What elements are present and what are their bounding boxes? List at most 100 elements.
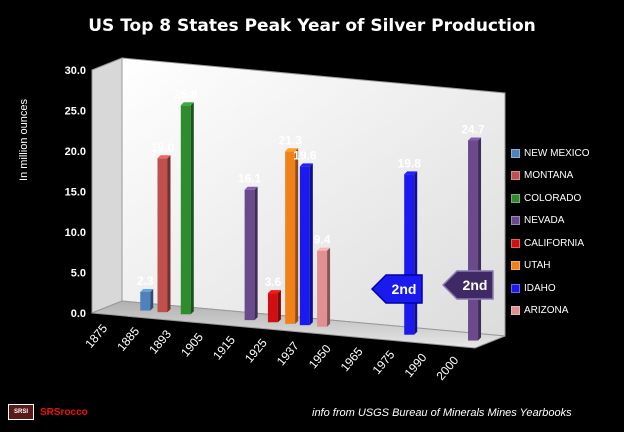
bar-face [244,189,255,321]
x-tick-label: 2000 [433,353,461,383]
bar-face [404,174,415,335]
x-tick-label: 1875 [82,321,110,351]
legend-swatch [511,283,520,293]
logo-text: SRSrocco [40,406,88,418]
y-tick-label: 25.0 [65,106,86,118]
legend-item-colorado: COLORADO [511,187,590,210]
bar-side [327,247,331,327]
x-tick-label: 1925 [242,336,270,366]
bar-side [190,102,194,315]
bar-nevada-2000 [468,137,482,341]
bar-face [285,151,296,324]
x-tick-label: 1975 [370,347,398,377]
annotation-2nd-arrow: 2nd [370,274,423,304]
bar-top [468,137,482,141]
bar-side [277,290,281,323]
bar-top [267,290,281,294]
bar-face [157,158,168,313]
legend-label: IDAHO [524,282,556,294]
legend-item-montana: MONTANA [511,165,590,188]
bar-top [140,288,154,292]
legend-label: CALIFORNIA [524,237,585,249]
bar-face [468,140,479,341]
data-label: 25.8 [174,87,198,101]
bar-new-mexico-1885 [140,288,154,311]
bar-face [180,105,191,315]
x-tick-label: 1990 [402,350,430,380]
bar-side [150,288,154,311]
legend-swatch [511,148,520,158]
y-axis-label: In million ounces [18,99,30,181]
srsrocco-logo: SRSI SRSrocco [8,404,88,420]
legend-label: NEVADA [524,215,565,227]
y-tick-label: 0.0 [71,308,86,320]
bar-colorado-1893 [180,102,194,315]
floor [91,300,506,349]
legend-item-idaho: IDAHO [511,277,590,300]
arrow-shape [370,274,423,304]
bar-side [295,148,299,324]
data-label: 16.1 [238,172,262,186]
bar-idaho-1975 [404,171,418,335]
data-label: 21.3 [278,133,302,147]
bar-arizona-1937 [317,247,331,327]
bar-face [299,166,310,326]
bar-face [140,291,151,311]
bar-face [317,250,328,327]
legend-swatch [511,306,520,316]
legend-item-arizona: ARIZONA [511,300,590,323]
legend-swatch [511,261,520,271]
arrow-text: 2nd [392,281,417,297]
x-tick-label: 1965 [338,344,366,374]
logo-box: SRSI [8,404,34,420]
legend-label: ARIZONA [524,305,569,317]
x-tick-label: 1915 [210,333,238,363]
bar-idaho-1937 [299,163,313,326]
legend-swatch [511,238,520,248]
data-label: 9.4 [314,233,331,247]
source-note: info from USGS Bureau of Minerals Mines … [312,407,572,419]
bar-side [414,171,418,335]
data-label: 19.0 [151,140,175,154]
bar-side [309,163,313,326]
bar-top [317,247,331,251]
legend-label: NEW MEXICO [524,147,590,159]
annotation-2nd-arrow: 2nd [441,270,494,300]
legend-swatch [511,193,520,203]
arrow-shape [441,270,494,300]
legend-swatch [511,216,520,226]
bar-montana-1885 [157,155,171,313]
legend-item-nevada: NEVADA [511,210,590,233]
y-tick-label: 20.0 [65,146,86,158]
data-label: 19.6 [293,148,317,162]
legend: NEW MEXICO MONTANA COLORADO NEVADA CALIFORNI… [511,142,590,322]
y-tick-label: 5.0 [71,268,86,280]
legend-label: COLORADO [524,192,582,204]
legend-label: MONTANA [524,170,574,182]
y-tick-label: 30.0 [65,65,86,77]
bar-california-1925 [267,290,281,323]
data-label: 19.8 [398,156,422,170]
bar-top [404,171,418,175]
legend-label: UTAH [524,260,551,272]
bar-face [267,293,278,323]
legend-swatch [511,171,520,181]
x-tick-label: 1885 [114,324,142,354]
bar-top [180,102,194,106]
data-label: 24.7 [461,122,485,136]
legend-item-utah: UTAH [511,255,590,278]
bar-nevada-1915 [244,186,258,321]
x-tick-label: 1905 [178,330,206,360]
x-tick-label: 1893 [146,327,174,357]
bar-top [299,163,313,167]
bar-side [254,186,258,321]
bar-top [244,186,258,190]
x-tick-label: 1950 [306,342,334,372]
bar-side [167,155,171,313]
arrow-text: 2nd [463,277,488,293]
bar-top [157,155,171,159]
bar-utah-1925 [285,148,299,324]
legend-item-new-mexico: NEW MEXICO [511,142,590,165]
data-label: 2.3 [137,274,154,288]
